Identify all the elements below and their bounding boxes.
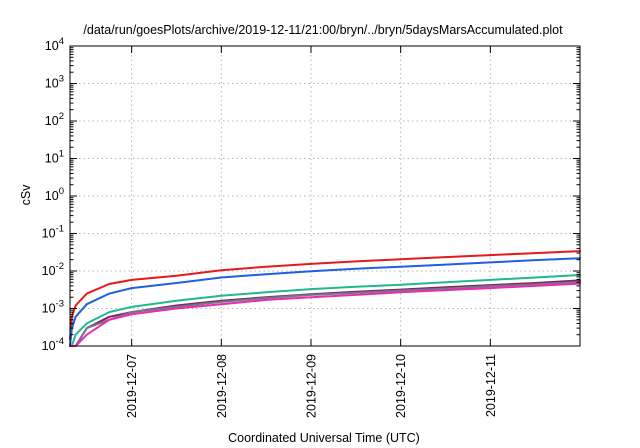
x-tick-label: 2019-12-08 [215, 354, 229, 418]
y-tick-exponent: 2 [59, 111, 64, 122]
x-axis-label: Coordinated Universal Time (UTC) [228, 431, 420, 445]
series-line-2 [69, 257, 581, 347]
y-tick-label: 10-1 [42, 224, 64, 241]
y-tick-exponent: -2 [56, 261, 64, 272]
y-tick-base: 10 [45, 77, 59, 91]
y-tick-label: 10-4 [42, 336, 64, 353]
series-line-3 [69, 274, 581, 347]
y-tick-base: 10 [45, 39, 59, 53]
chart-title: /data/run/goesPlots/archive/2019-12-11/2… [83, 23, 563, 37]
y-tick-exponent: -4 [56, 336, 64, 347]
x-tick-label: 2019-12-07 [125, 354, 139, 418]
y-tick-label: 101 [45, 149, 64, 166]
x-tick-label: 2019-12-11 [484, 354, 498, 417]
y-tick-exponent: 0 [59, 186, 64, 197]
series-line-5 [69, 281, 581, 347]
y-tick-base: 10 [42, 339, 56, 353]
y-tick-exponent: 1 [59, 149, 64, 160]
y-tick-base: 10 [45, 114, 59, 128]
y-tick-base: 10 [45, 152, 59, 166]
x-tick-label: 2019-12-09 [304, 354, 318, 418]
y-tick-base: 10 [45, 189, 59, 203]
y-tick-base: 10 [42, 302, 56, 316]
y-tick-label: 10-3 [42, 299, 64, 316]
y-tick-label: 10-2 [42, 261, 64, 278]
y-tick-label: 102 [45, 111, 64, 128]
axis-ticks: 10-410-310-210-11001011021031042019-12-0… [42, 36, 580, 418]
y-tick-label: 104 [45, 36, 64, 53]
y-tick-exponent: 4 [59, 36, 64, 47]
series-line-1 [69, 250, 581, 341]
y-tick-base: 10 [42, 264, 56, 278]
x-tick-label: 2019-12-10 [394, 354, 408, 418]
y-tick-exponent: -1 [56, 224, 64, 235]
y-tick-label: 103 [45, 74, 64, 91]
y-tick-base: 10 [42, 227, 56, 241]
y-tick-exponent: 3 [59, 74, 64, 85]
series-line-6 [69, 282, 581, 347]
grid-lines [70, 46, 580, 346]
y-tick-label: 100 [45, 186, 64, 203]
y-tick-exponent: -3 [56, 299, 64, 310]
data-series [69, 250, 581, 347]
y-axis-label: cSv [19, 184, 33, 206]
